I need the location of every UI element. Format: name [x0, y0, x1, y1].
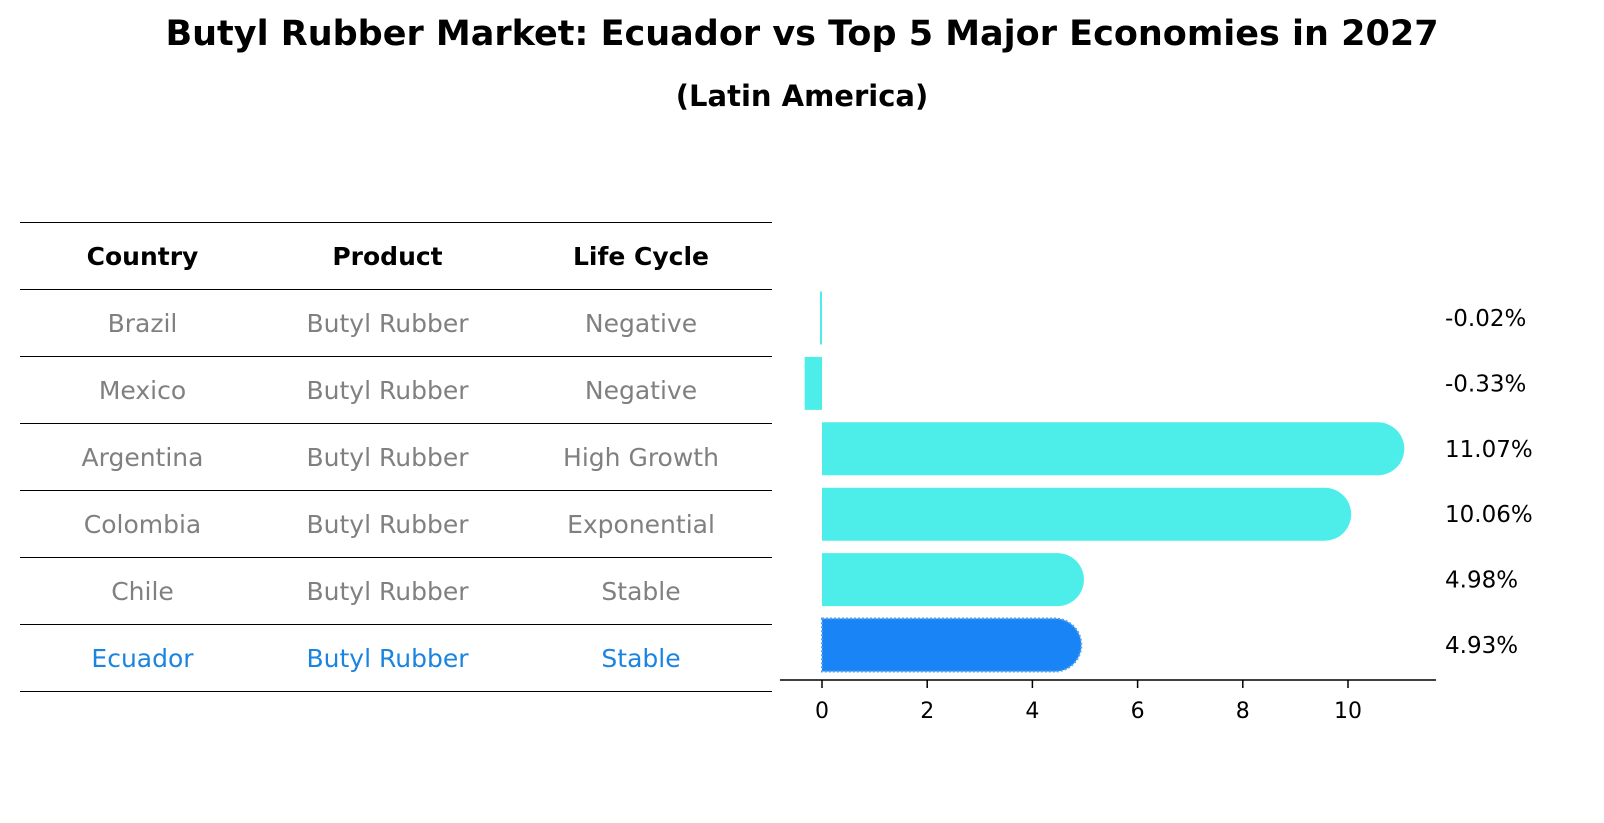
table-row: Mexico Butyl Rubber Negative: [20, 356, 772, 424]
cell-life-cycle: Stable: [510, 557, 772, 625]
cell-country: Brazil: [20, 289, 265, 357]
cell-product: Butyl Rubber: [265, 289, 510, 357]
cell-product: Butyl Rubber: [265, 356, 510, 424]
x-tick-label: 6: [1131, 699, 1145, 724]
cell-country: Chile: [20, 557, 265, 625]
data-label: 4.98%: [1445, 568, 1518, 594]
chart-title: Butyl Rubber Market: Ecuador vs Top 5 Ma…: [165, 14, 1439, 54]
header-country: Country: [20, 222, 265, 290]
bar: [822, 487, 1352, 541]
x-tick-label: 4: [1025, 699, 1039, 724]
bar-group: -0.33%: [804, 356, 1526, 410]
bar: [820, 291, 822, 345]
bar-group: -0.02%: [820, 291, 1526, 345]
x-tick-label: 10: [1334, 699, 1362, 724]
x-tick-label: 2: [920, 699, 934, 724]
comparison-table: Country Product Life Cycle Brazil Butyl …: [20, 222, 772, 692]
table-row: Argentina Butyl Rubber High Growth: [20, 423, 772, 491]
data-label: -0.02%: [1445, 306, 1526, 332]
cell-life-cycle: High Growth: [510, 423, 772, 491]
cell-country: Ecuador: [20, 624, 265, 692]
bar: [821, 617, 1083, 673]
table-row: Brazil Butyl Rubber Negative: [20, 289, 772, 357]
cell-life-cycle: Stable: [510, 624, 772, 692]
cell-country: Colombia: [20, 490, 265, 558]
cell-product: Butyl Rubber: [265, 624, 510, 692]
bar: [804, 356, 822, 410]
bar: [822, 422, 1405, 476]
header-life-cycle: Life Cycle: [510, 222, 772, 290]
cell-country: Mexico: [20, 356, 265, 424]
bar-group: 10.06%: [822, 487, 1533, 541]
cell-country: Argentina: [20, 423, 265, 491]
x-tick-label: 8: [1236, 699, 1250, 724]
data-label: 10.06%: [1445, 502, 1533, 528]
bar: [822, 553, 1084, 607]
table-row-highlighted: Ecuador Butyl Rubber Stable: [20, 624, 772, 692]
cell-life-cycle: Exponential: [510, 490, 772, 558]
bar-chart: -0.02% -0.33% 11.07% 10.06% 4.98% 4.93% 0 2 4 6 8 1…: [780, 291, 1533, 724]
bar-group: 4.93%: [821, 617, 1518, 673]
data-label: 11.07%: [1445, 437, 1533, 463]
header-product: Product: [265, 222, 510, 290]
cell-product: Butyl Rubber: [265, 557, 510, 625]
cell-product: Butyl Rubber: [265, 490, 510, 558]
table-row: Colombia Butyl Rubber Exponential: [20, 490, 772, 558]
cell-life-cycle: Negative: [510, 356, 772, 424]
chart-subtitle: (Latin America): [675, 79, 929, 113]
table-row: Chile Butyl Rubber Stable: [20, 557, 772, 625]
x-tick-label: 0: [815, 699, 829, 724]
cell-life-cycle: Negative: [510, 289, 772, 357]
bar-group: 4.98%: [822, 553, 1518, 607]
bar-group: 11.07%: [822, 422, 1533, 476]
data-label: 4.93%: [1445, 633, 1518, 659]
data-label: -0.33%: [1445, 371, 1526, 397]
cell-product: Butyl Rubber: [265, 423, 510, 491]
table-header-row: Country Product Life Cycle: [20, 222, 772, 290]
